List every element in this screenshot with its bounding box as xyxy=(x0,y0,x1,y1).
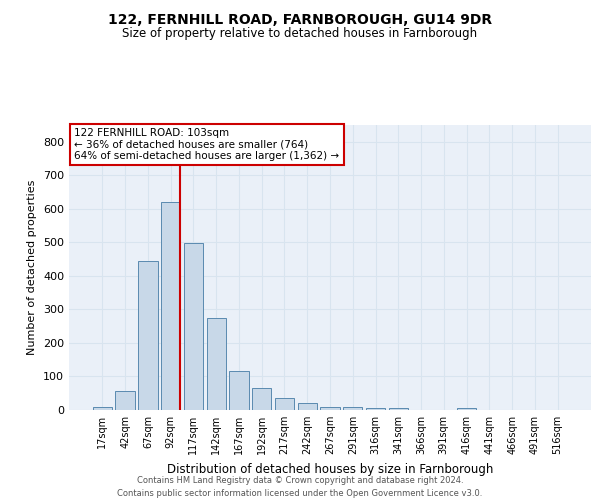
Text: 122 FERNHILL ROAD: 103sqm
← 36% of detached houses are smaller (764)
64% of semi: 122 FERNHILL ROAD: 103sqm ← 36% of detac… xyxy=(74,128,340,161)
Bar xyxy=(298,404,317,410)
Text: Contains HM Land Registry data © Crown copyright and database right 2024.
Contai: Contains HM Land Registry data © Crown c… xyxy=(118,476,482,498)
Bar xyxy=(161,202,181,410)
Bar xyxy=(229,371,248,410)
Bar xyxy=(184,243,203,410)
Bar xyxy=(389,408,408,410)
Bar xyxy=(457,408,476,410)
X-axis label: Distribution of detached houses by size in Farnborough: Distribution of detached houses by size … xyxy=(167,462,493,475)
Bar xyxy=(343,408,362,410)
Bar xyxy=(252,388,271,410)
Bar xyxy=(275,398,294,410)
Text: Size of property relative to detached houses in Farnborough: Size of property relative to detached ho… xyxy=(122,28,478,40)
Bar xyxy=(320,406,340,410)
Y-axis label: Number of detached properties: Number of detached properties xyxy=(28,180,37,355)
Bar xyxy=(206,318,226,410)
Bar xyxy=(138,261,158,410)
Bar xyxy=(115,390,135,410)
Text: 122, FERNHILL ROAD, FARNBOROUGH, GU14 9DR: 122, FERNHILL ROAD, FARNBOROUGH, GU14 9D… xyxy=(108,12,492,26)
Bar xyxy=(366,408,385,410)
Bar xyxy=(93,406,112,410)
